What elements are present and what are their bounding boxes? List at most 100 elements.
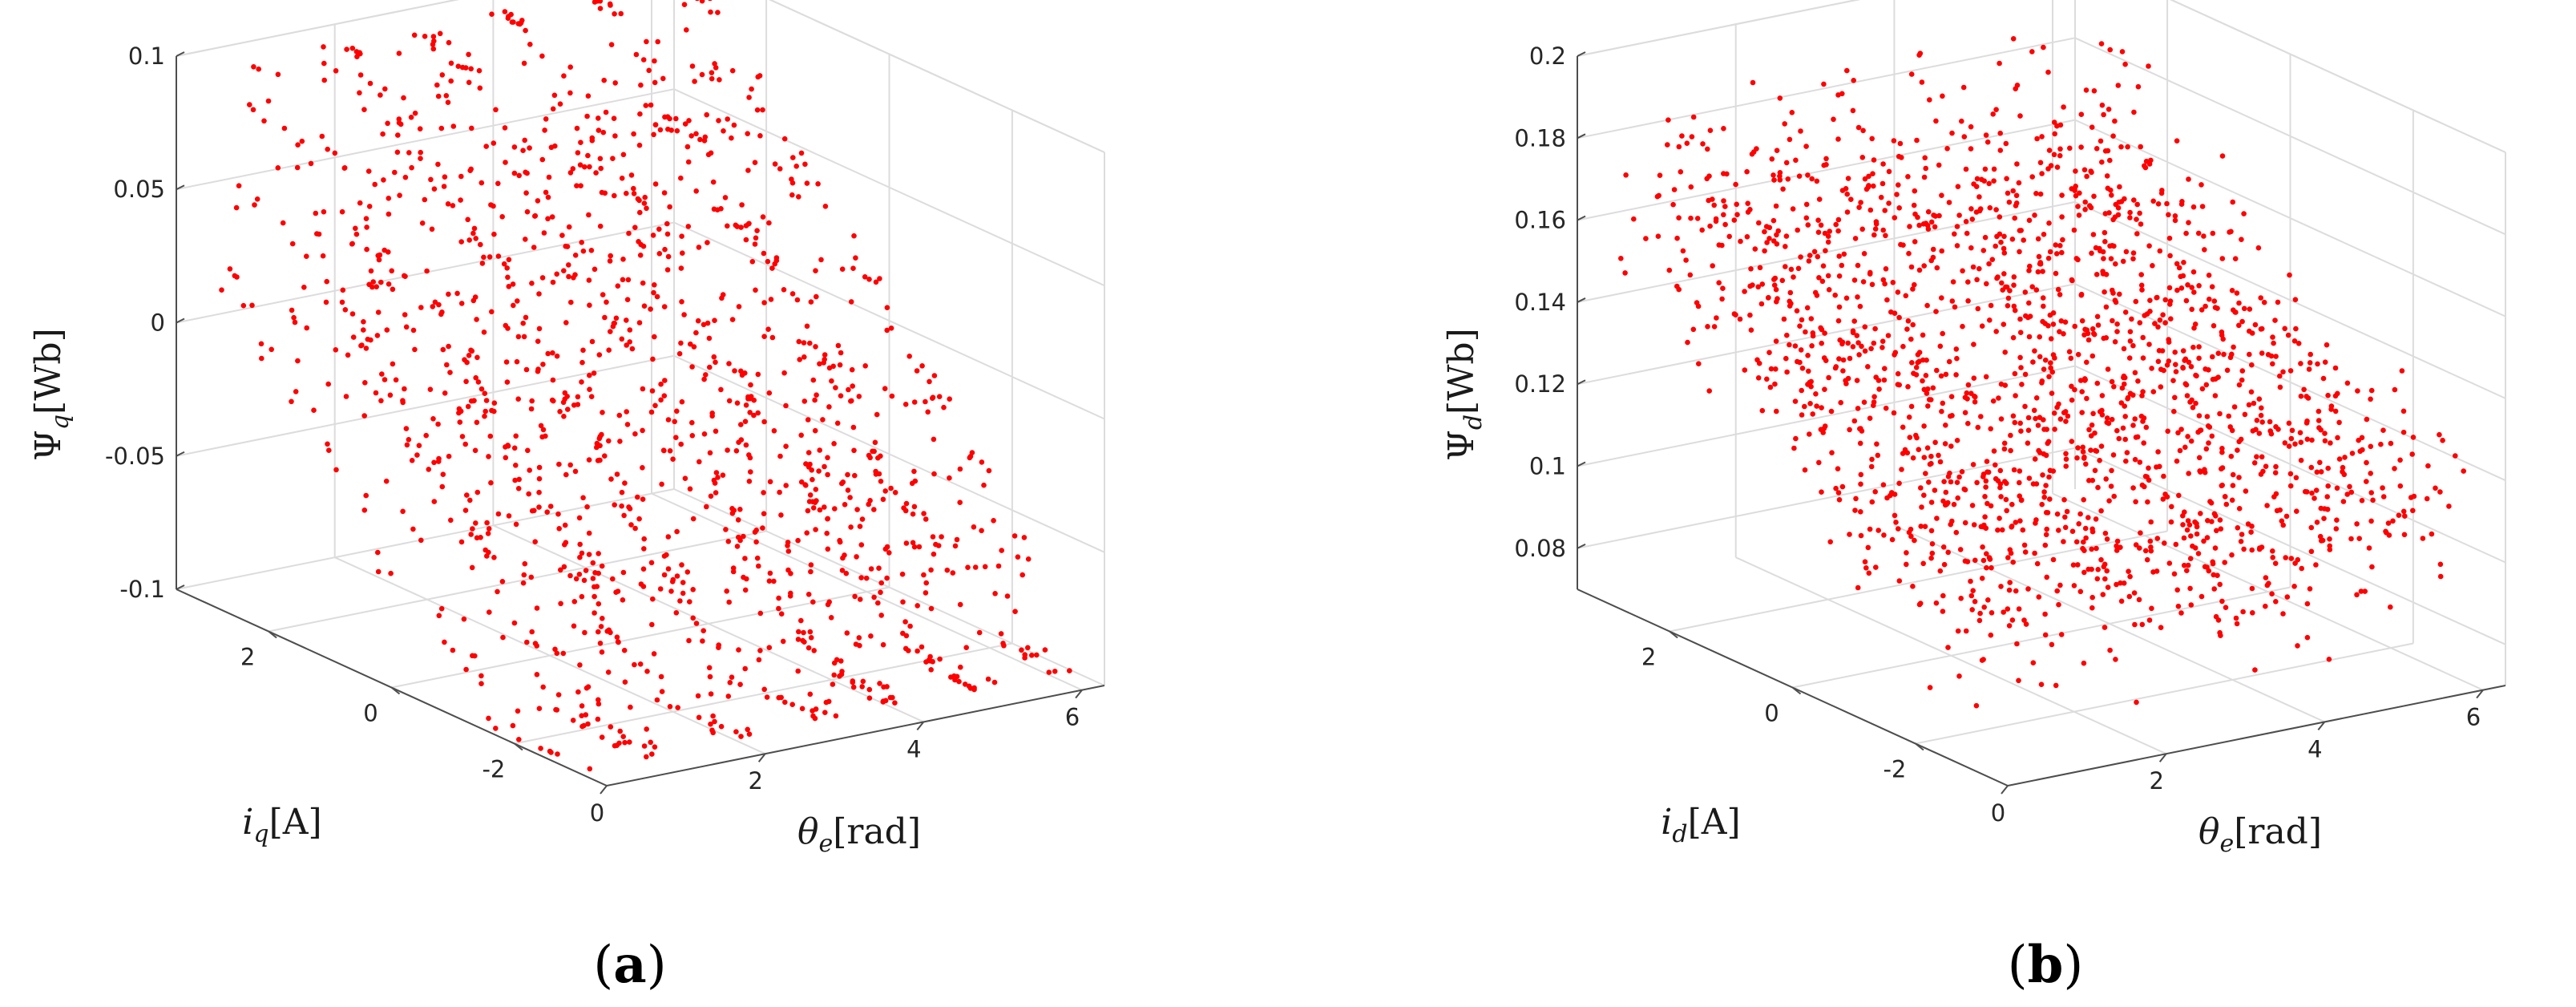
chart-b-data-point <box>1835 136 1841 142</box>
chart-a-data-point <box>753 287 758 293</box>
chart-a-data-point <box>324 278 330 285</box>
chart-b-data-point <box>2037 261 2043 267</box>
chart-b-data-point <box>2314 469 2320 475</box>
chart-a-data-point <box>757 133 763 139</box>
chart-a-data-point <box>478 386 485 392</box>
chart-b-data-point <box>1819 405 1824 410</box>
chart-a-data-point <box>991 518 996 524</box>
chart-b-data-point <box>2181 535 2187 541</box>
chart-a-data-point <box>729 674 735 680</box>
chart-b-data-point <box>2114 548 2120 553</box>
chart-b-data-point <box>1976 265 1982 272</box>
chart-a-data-point <box>474 317 479 322</box>
chart-a-data-point <box>679 398 685 405</box>
chart-a-data-point <box>678 175 684 181</box>
chart-b-data-point <box>2198 307 2205 313</box>
chart-b-data-point <box>2017 518 2023 524</box>
chart-b-data-point <box>2044 526 2049 532</box>
chart-b-data-point <box>1974 277 1980 283</box>
chart-b-data-point <box>1755 375 1762 381</box>
chart-b-data-point <box>2171 408 2177 415</box>
chart-b-data-point <box>2380 494 2387 499</box>
chart-b-data-point <box>1852 236 1859 241</box>
chart-b-data-point <box>1742 289 1747 294</box>
chart-b-data-point <box>2122 61 2128 67</box>
chart-a-data-point <box>448 78 454 84</box>
chart-a-data-point <box>679 233 684 240</box>
chart-b-data-point <box>2143 158 2150 164</box>
chart-a-data-point <box>601 77 607 83</box>
chart-a-data-point <box>435 161 441 168</box>
chart-b-data-point <box>2332 393 2339 399</box>
chart-b-data-point <box>1940 330 1945 337</box>
chart-b-data-point <box>1759 407 1766 414</box>
chart-a-data-point <box>528 574 535 580</box>
chart-b-data-point <box>2206 273 2212 278</box>
chart-a-data-point <box>586 457 592 463</box>
chart-b-data-point <box>1962 410 1968 415</box>
chart-a-data-point <box>853 641 859 647</box>
chart-b-data-point <box>2321 516 2327 521</box>
chart-a-data-point <box>880 641 886 648</box>
chart-b-data-point <box>1678 169 1684 175</box>
chart-b-data-point <box>2240 609 2246 615</box>
chart-b-data-point <box>2040 269 2045 274</box>
chart-a-data-point <box>503 160 508 165</box>
chart-a-data-point <box>528 406 535 412</box>
chart-a-data-point <box>814 498 819 504</box>
chart-b-data-point <box>1904 561 1909 568</box>
chart-b-data-point <box>2409 451 2415 457</box>
chart-b-data-point <box>2180 365 2186 371</box>
chart-b-data-point <box>2150 198 2156 204</box>
chart-b-data-point <box>2138 530 2143 536</box>
chart-a-data-point <box>564 244 571 249</box>
chart-a-data-point <box>652 181 659 187</box>
chart-b-y-axis-label: id[A] <box>1661 802 1740 848</box>
chart-b-data-point <box>2017 479 2022 486</box>
chart-b-data-point <box>2453 453 2458 459</box>
chart-b-data-point <box>1832 292 1838 298</box>
chart-b-data-point <box>2320 375 2327 382</box>
chart-b-data-point <box>1940 609 1946 614</box>
chart-b-data-point <box>1907 435 1913 440</box>
chart-a-data-point <box>649 621 655 628</box>
chart-a-data-point <box>542 127 547 133</box>
chart-a-data-point <box>644 205 649 212</box>
chart-a-data-point <box>776 595 781 601</box>
chart-a-data-point <box>923 516 929 522</box>
chart-a-data-point <box>326 447 332 453</box>
chart-b-data-point <box>2094 448 2100 454</box>
chart-a-data-point <box>838 658 844 664</box>
chart-b-data-point <box>1920 378 1925 384</box>
chart-b-data-point <box>1835 228 1841 234</box>
chart-b-data-point <box>2060 237 2065 243</box>
chart-b-data-point <box>2134 699 2139 706</box>
chart-b-data-point <box>2018 497 2025 504</box>
chart-b-data-point <box>1851 78 1856 83</box>
chart-b-data-point <box>1773 286 1779 293</box>
chart-b-x-tick-label: 0 <box>1991 799 2005 827</box>
chart-b-data-point <box>2035 236 2041 242</box>
chart-b-data-point <box>2022 371 2029 378</box>
chart-b-data-point <box>1752 246 1758 252</box>
chart-a-data-point <box>599 734 605 740</box>
chart-a-data-point <box>785 548 792 554</box>
chart-b-data-point <box>1721 126 1726 131</box>
chart-b-data-point <box>2050 310 2057 316</box>
chart-b-data-point <box>1803 215 1810 221</box>
chart-b-data-point <box>1808 383 1814 390</box>
chart-b-data-point <box>1921 386 1928 393</box>
chart-a-data-point <box>349 241 356 247</box>
chart-b-data-point <box>2273 491 2279 497</box>
chart-a-data-point <box>689 419 695 426</box>
chart-a-data-point <box>439 72 446 78</box>
chart-a-data-point <box>771 578 777 584</box>
chart-a-data-point <box>746 479 753 484</box>
chart-b-data-point <box>2199 204 2206 209</box>
chart-b-data-point <box>2390 518 2396 524</box>
chart-a-data-point <box>608 629 613 636</box>
chart-a-data-point <box>850 684 857 690</box>
chart-a-data-point <box>516 737 522 742</box>
chart-b-data-point <box>2234 621 2240 627</box>
chart-b-data-point <box>2033 520 2038 526</box>
